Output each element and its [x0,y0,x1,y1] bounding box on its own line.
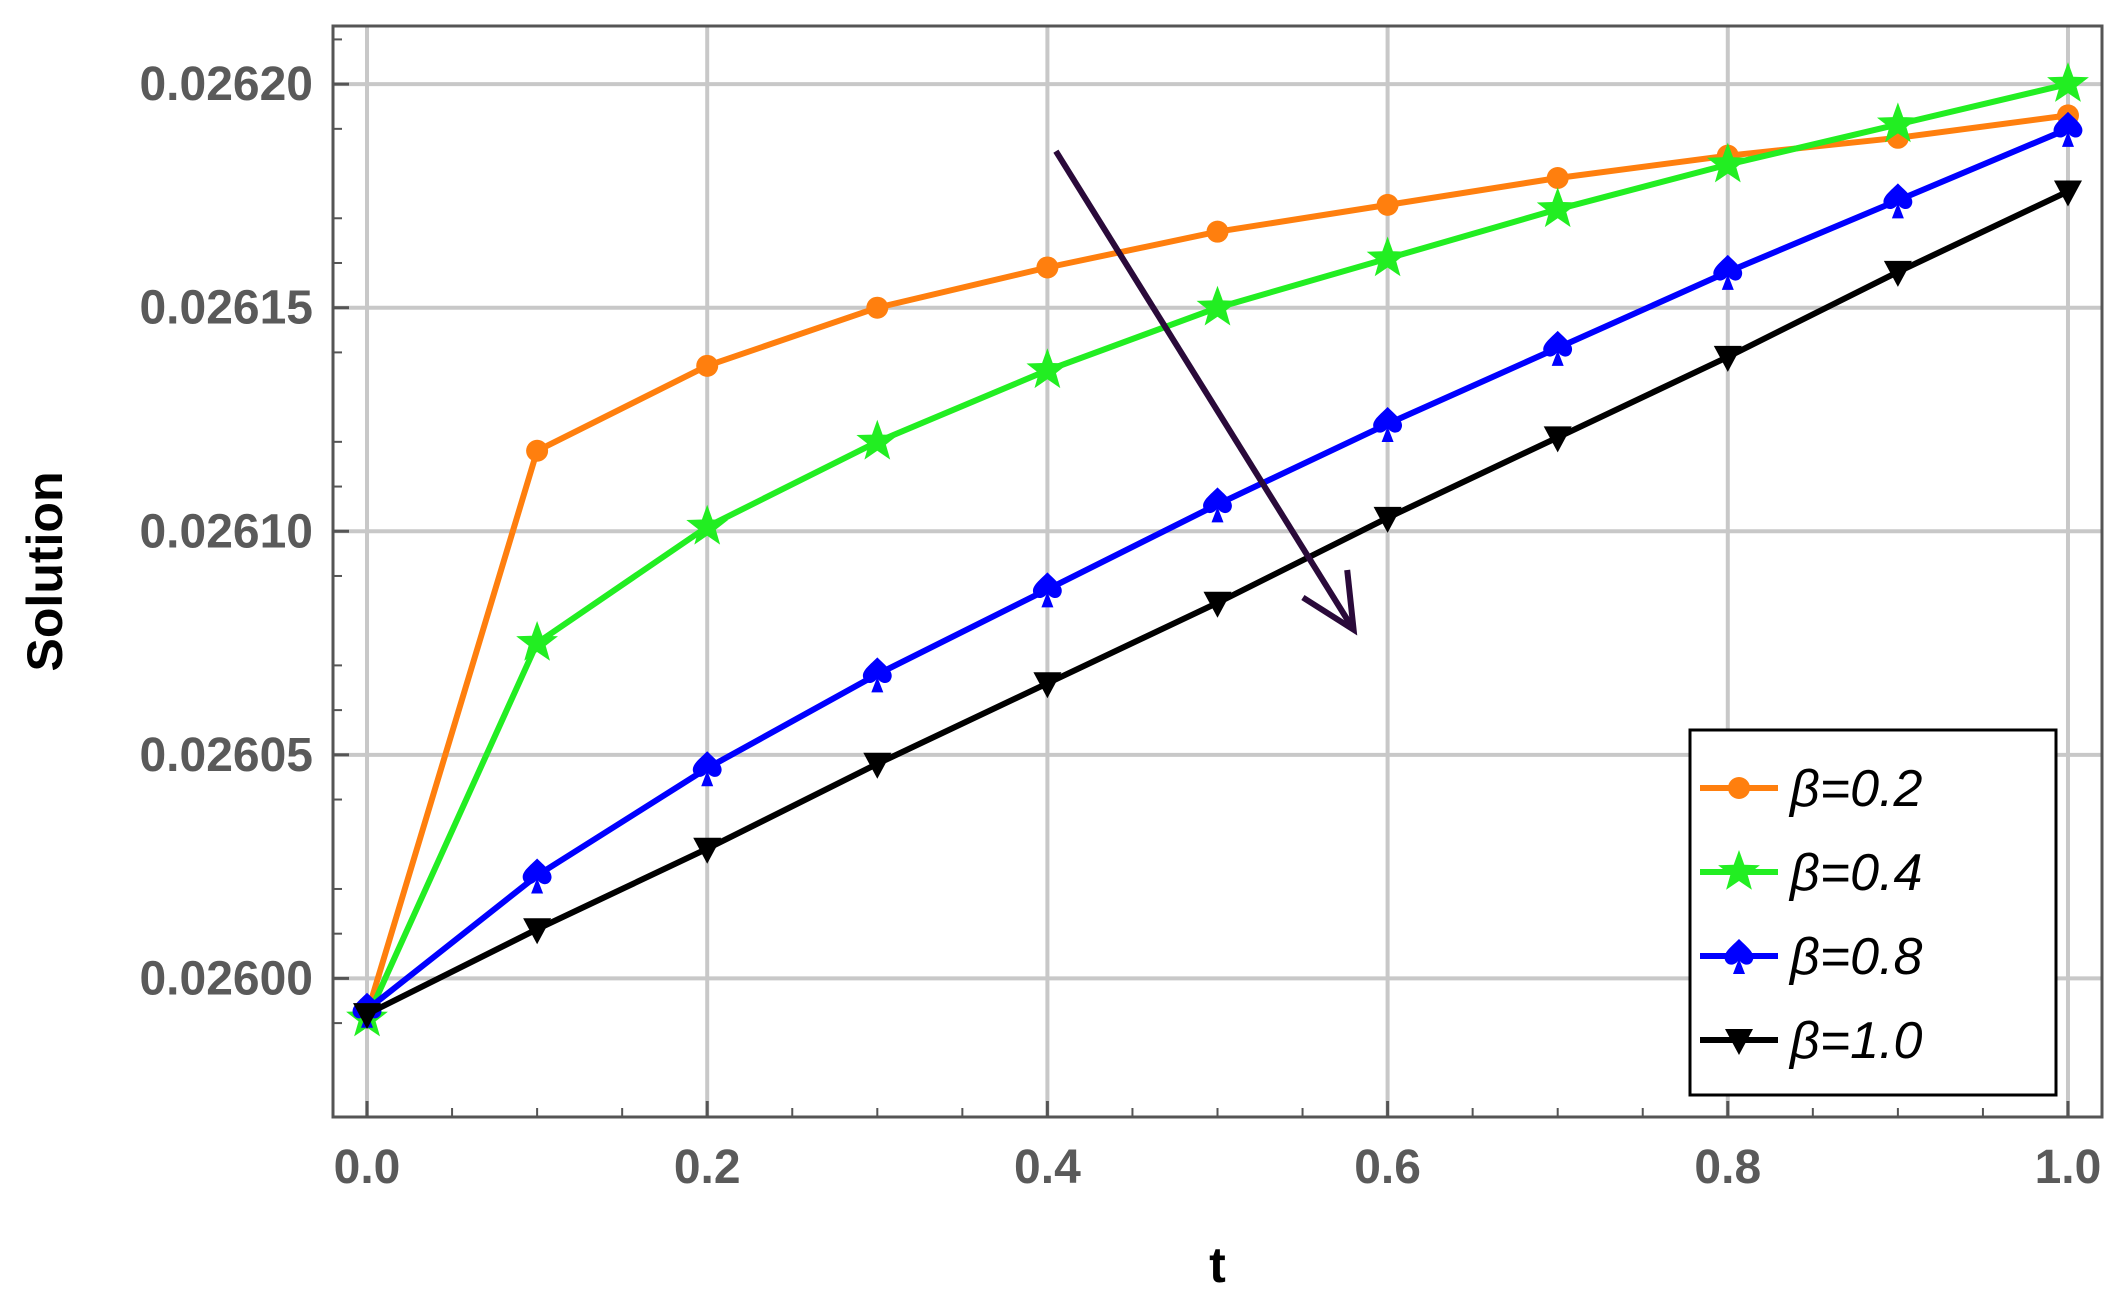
data-point [2047,62,2089,102]
legend-marker [1725,1029,1753,1055]
data-point [353,1003,382,1030]
data-point [2053,180,2082,207]
data-point [1196,285,1239,326]
data-point [863,752,892,779]
legend-label: β=0.4 [1788,844,1922,902]
y-tick-label: 0.02620 [139,58,313,111]
x-tick-label: 0.8 [1694,1141,1761,1194]
legend-label: β=1.0 [1788,1012,1922,1070]
series-group [346,62,2089,1037]
data-point [1713,345,1742,372]
data-point [1546,167,1569,190]
data-point [526,439,549,462]
arrow-shaft [1053,149,1357,632]
data-point [1713,254,1743,290]
data-point [1366,236,1409,277]
data-point [1376,193,1399,216]
data-point [696,354,719,377]
legend-marker [1718,850,1760,890]
data-point [1373,506,1402,533]
data-point [523,918,552,945]
annotation-arrow [1053,149,1358,636]
data-point [866,296,889,319]
data-point [1536,187,1579,228]
y-tick-label: 0.02605 [139,729,313,782]
data-point [1883,183,1913,219]
arrow-head [1301,569,1358,636]
data-point [1373,406,1403,442]
y-tick-label: 0.02615 [139,282,313,335]
legend-label: β=0.2 [1788,760,1922,818]
legend-marker [1724,939,1754,974]
y-tick-label: 0.02610 [139,505,313,558]
data-point [1883,260,1912,287]
legend: β=0.2 β=0.4 β=0.8 β=1.0 [1688,728,2058,1097]
data-point [1543,426,1572,453]
axis-ticks: 0.0 0.2 0.4 0.6 0.8 1.0 0.02600 0.02605 0.02610 0… [139,38,2102,1194]
data-point [1706,142,1749,183]
x-axis-title: t [1209,1237,1226,1293]
data-point [1032,572,1062,608]
legend-entry: β=0.4 [1700,844,1922,902]
data-point [2053,111,2083,147]
x-tick-label: 0.2 [674,1141,741,1194]
data-point [516,621,558,661]
x-tick-label: 0.6 [1354,1141,1421,1194]
legend-entry: β=0.8 [1700,928,1922,986]
legend-marker [1728,777,1750,799]
data-point [693,837,722,864]
x-tick-label: 0.0 [334,1141,401,1194]
series-4 [353,180,2082,1030]
data-point [1877,102,1919,143]
x-tick-label: 1.0 [2035,1141,2102,1194]
data-point [1203,487,1232,523]
grid [333,26,2102,1117]
data-point [686,504,729,545]
data-point [692,751,722,787]
data-point [1206,220,1229,243]
legend-label: β=0.8 [1788,928,1922,986]
data-point [1543,330,1573,366]
series-3 [352,111,2083,1028]
data-point [856,419,899,460]
data-point [862,657,892,693]
data-point [1033,672,1062,699]
legend-entry: β=0.2 [1700,760,1922,818]
data-point [522,858,552,894]
legend-entry: β=1.0 [1700,1012,1922,1070]
data-point [1026,348,1069,389]
data-point [1036,256,1059,279]
data-point [1203,591,1232,618]
y-tick-label: 0.02600 [139,952,313,1005]
x-tick-label: 0.4 [1014,1141,1081,1194]
y-axis-title: Solution [17,472,73,672]
